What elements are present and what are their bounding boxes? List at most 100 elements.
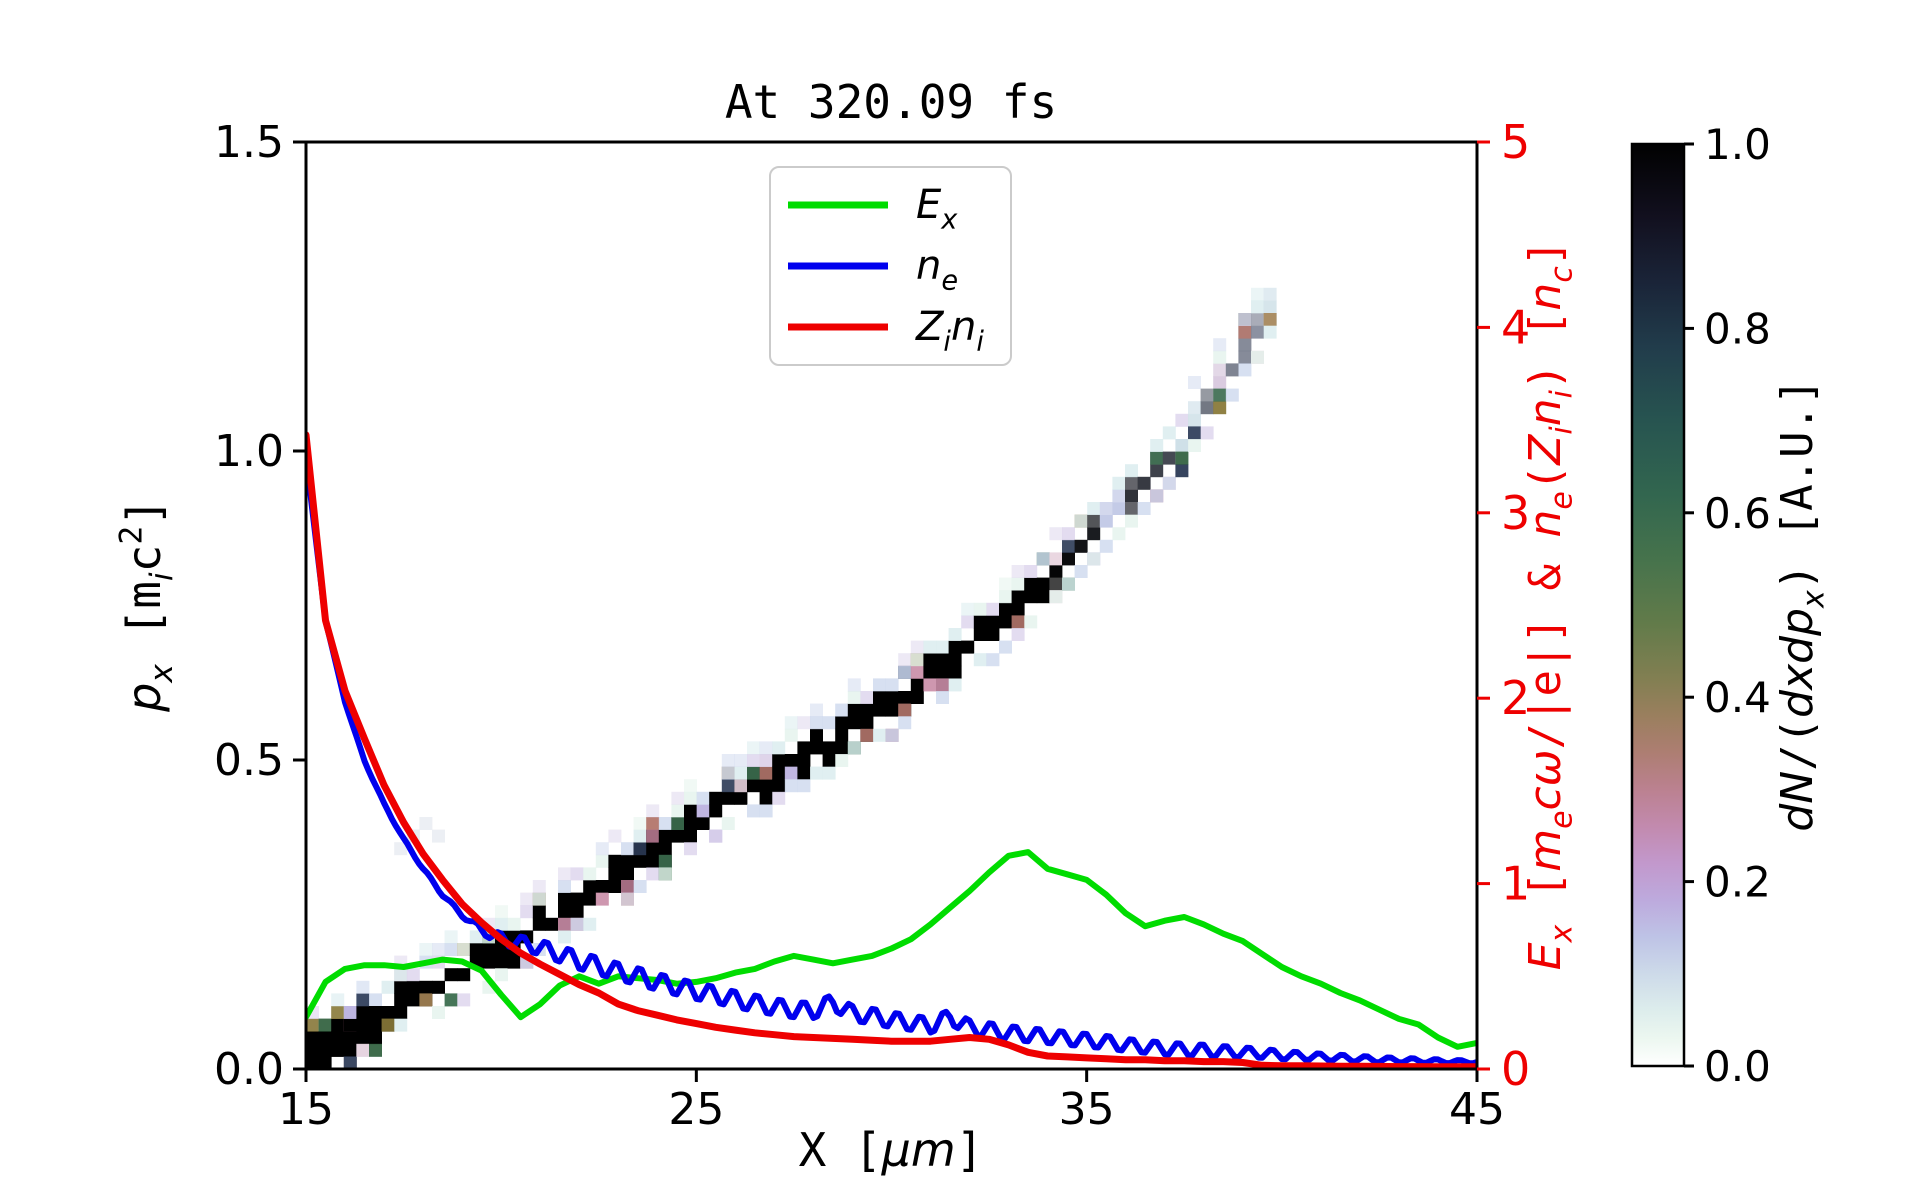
y-right-tick-label: 3 — [1501, 486, 1530, 540]
heatmap-cell — [595, 854, 609, 868]
heatmap-cell — [671, 804, 685, 818]
heatmap-cell — [583, 892, 597, 906]
colorbar: 1.0 0.8 0.6 0.4 0.2 0.0 dN/(dxdpx) [A.U.] — [1630, 120, 1831, 1091]
heatmap-cell — [721, 766, 735, 780]
colorbar-tick-label: 0.2 — [1704, 858, 1771, 907]
y-axis-left-label: px [mic2] — [114, 498, 180, 713]
heatmap-cell — [444, 993, 458, 1007]
heatmap-cell — [948, 678, 962, 692]
heatmap-cell — [570, 867, 584, 881]
heatmap-cell — [797, 754, 811, 767]
heatmap-cell — [318, 1043, 332, 1057]
heatmap-cell — [1036, 577, 1050, 591]
y-right-tick-label: 5 — [1501, 115, 1530, 169]
heatmap-cell — [873, 703, 886, 717]
heatmap-cell — [684, 779, 697, 793]
heatmap-cell — [1011, 615, 1025, 629]
heatmap-cell — [1074, 539, 1088, 553]
heatmap-cell — [759, 766, 773, 780]
heatmap-cell — [772, 766, 786, 780]
y-right-tick-label: 1 — [1501, 857, 1530, 911]
heatmap-cell — [1225, 363, 1239, 377]
heatmap-cell — [495, 943, 508, 956]
heatmap-cell — [495, 905, 508, 919]
heatmap-cell — [608, 880, 622, 893]
heatmap-cell — [759, 741, 773, 755]
heatmap-cell — [948, 653, 962, 667]
heatmap-cell — [835, 703, 849, 717]
heatmap-cell — [873, 728, 886, 742]
heatmap-cell — [406, 993, 420, 1007]
axes-spines — [304, 140, 1479, 1071]
heatmap-cell — [1200, 401, 1214, 415]
heatmap-cell — [747, 779, 760, 793]
heatmap-cell — [734, 791, 748, 805]
heatmap-cell — [847, 678, 861, 692]
heatmap-cell — [910, 678, 924, 692]
heatmap-cell — [1036, 590, 1050, 604]
heatmap-cell — [621, 842, 634, 856]
heatmap-cell — [822, 741, 836, 755]
heatmap-cell — [999, 640, 1012, 654]
heatmap-cell — [847, 691, 861, 704]
heatmap-cell — [558, 930, 571, 944]
heatmap-cell — [1074, 514, 1088, 528]
heatmap-cell — [343, 1031, 357, 1045]
heatmap-cell — [999, 590, 1012, 604]
heatmap-cell — [369, 1043, 382, 1057]
heatmap-cell — [961, 640, 975, 654]
legend-label-ne: ne — [916, 243, 958, 296]
heatmap-cell — [394, 1018, 408, 1032]
heatmap-cell — [1162, 426, 1176, 440]
heatmap-cell — [608, 854, 622, 868]
heatmap-cell — [318, 1056, 332, 1069]
heatmap-cell — [1137, 476, 1151, 490]
heatmap-cell — [343, 1018, 357, 1032]
heatmap-cell — [369, 993, 382, 1007]
heatmap-cell — [1049, 527, 1063, 541]
heatmap-cell — [381, 1006, 395, 1019]
heatmap-cell — [444, 968, 458, 982]
heatmap-cell — [721, 817, 735, 830]
heatmap-cell — [822, 766, 836, 780]
heatmap-cell — [1062, 527, 1075, 541]
heatmap-cell — [1213, 338, 1227, 352]
x-axis-label: X [μm] — [799, 1123, 984, 1177]
heatmap-cell — [558, 867, 571, 881]
heatmap-cell — [595, 892, 609, 906]
heatmap-cell — [961, 615, 975, 629]
y-left-tick-label: 1.0 — [214, 426, 284, 477]
heatmap-cell — [1024, 590, 1038, 604]
heatmap-cell — [835, 754, 849, 767]
heatmap-cell — [1238, 350, 1252, 364]
heatmap-cell — [1162, 476, 1176, 490]
heatmap-cell — [394, 968, 408, 982]
heatmap-cell — [759, 791, 773, 805]
heatmap-cell — [1200, 426, 1214, 440]
heatmap-cell — [646, 829, 660, 843]
heatmap-cell — [621, 854, 634, 868]
heatmap-cell — [784, 728, 798, 742]
legend-box — [769, 166, 1012, 366]
heatmap-cell — [1024, 565, 1038, 578]
heatmap-cell — [646, 842, 660, 856]
heatmap-cell — [671, 829, 685, 843]
heatmap-cell — [684, 842, 697, 856]
heatmap-cell — [608, 867, 622, 881]
heatmap-cell — [356, 993, 370, 1007]
heatmap-cell — [1251, 300, 1264, 314]
heatmap-cell — [1125, 476, 1138, 490]
heatmap-cell — [1137, 502, 1151, 515]
heatmap-cell — [784, 754, 798, 767]
heatmap-cell — [646, 867, 660, 881]
heatmap-cell — [1251, 287, 1264, 301]
colorbar-label: dN/(dxdpx) [A.U.] — [1772, 378, 1831, 831]
heatmap-cell — [570, 905, 584, 919]
colorbar-ticks: 1.0 0.8 0.6 0.4 0.2 0.0 — [1684, 120, 1771, 1091]
heatmap-cell — [1062, 539, 1075, 553]
heatmap-cell — [306, 1069, 319, 1082]
heatmap-cell — [319, 1069, 332, 1082]
heatmap-cell — [1263, 300, 1277, 314]
heatmap-cell — [658, 867, 672, 881]
